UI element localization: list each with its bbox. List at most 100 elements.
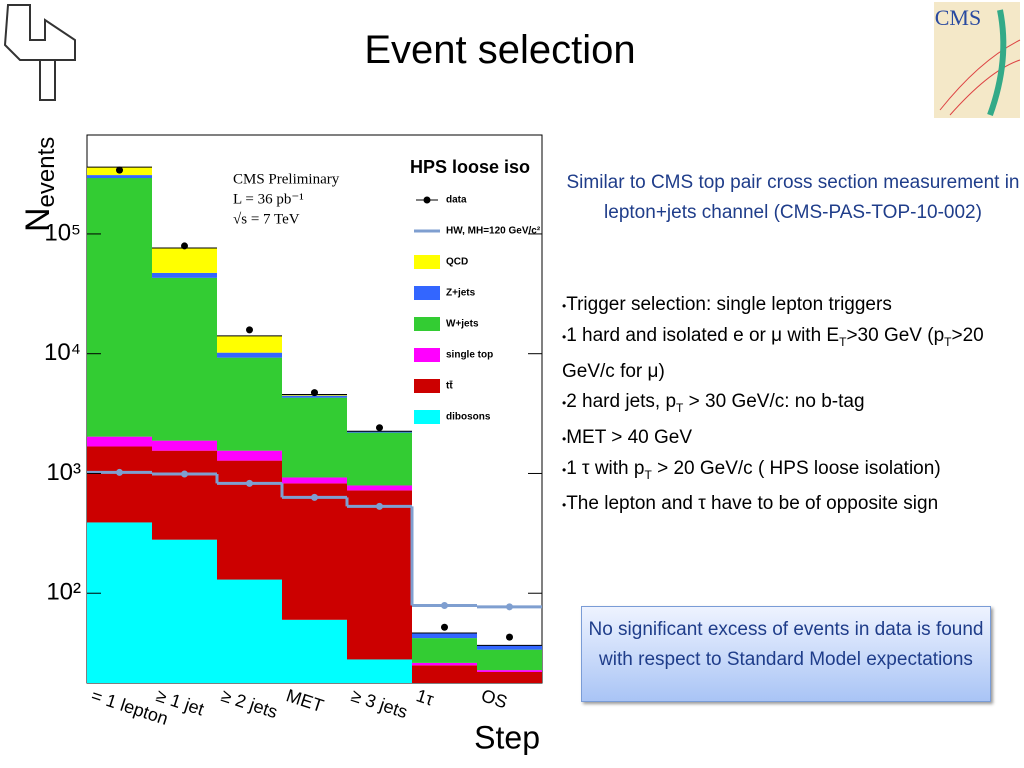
legend-title: HPS loose iso [410, 157, 530, 177]
subscript: T [676, 400, 684, 415]
bar-segment [217, 335, 282, 353]
bullet-text: >20 GeV/c for μ) [562, 325, 984, 382]
signal-point [311, 493, 318, 501]
slide-title: Event selection [364, 28, 636, 72]
x-tick-label: MET [284, 685, 326, 716]
subscript: T [839, 334, 847, 349]
bar-segment [282, 619, 347, 683]
legend-swatch [414, 410, 440, 424]
legend-swatch [414, 379, 440, 393]
data-point [506, 633, 513, 641]
bar-segment [412, 638, 477, 663]
signal-point [181, 470, 188, 478]
y-tick-label: 10³ [46, 459, 81, 486]
y-tick-label: 10⁵ [44, 219, 81, 246]
bullet-text: MET > 40 GeV [566, 426, 693, 448]
subscript: T [944, 334, 952, 349]
bar-segment [217, 357, 282, 451]
data-point [441, 623, 448, 631]
bullet: Trigger selection: single lepton trigger… [562, 290, 1017, 321]
signal-point [116, 468, 123, 476]
y-label-main: N [19, 207, 57, 232]
bar-segment [217, 460, 282, 580]
intro-text: Similar to CMS top pair cross section me… [566, 172, 1020, 223]
data-point [181, 242, 188, 250]
bar-segment [477, 645, 542, 650]
data-point [376, 424, 383, 432]
y-axis-label: Nevents [19, 137, 60, 232]
bar-segment [87, 175, 152, 179]
conclusion-box: No significant excess of events in data … [581, 606, 991, 702]
x-tick-label: ≥ 3 jets [349, 685, 410, 722]
bar-segment [87, 446, 152, 523]
bullet-text: The lepton and τ have to be of opposite … [566, 493, 939, 515]
bar-segment [412, 662, 477, 666]
annotation: L = 36 pb⁻¹ [233, 191, 304, 207]
signal-point [506, 603, 513, 611]
bullet-text: > 20 GeV/c ( HPS loose isolation) [651, 457, 941, 479]
plot-area [87, 166, 542, 683]
data-point [246, 326, 253, 334]
legend-label: HW, MH=120 GeV/c² [446, 226, 541, 237]
bullet: 1 τ with pT > 20 GeV/c ( HPS loose isola… [562, 454, 1017, 490]
legend-swatch [414, 348, 440, 362]
signal-point [376, 502, 383, 510]
bar-segment [477, 649, 542, 671]
x-tick-label: 1τ [414, 685, 436, 709]
bar-segment [152, 440, 217, 451]
bar-segment [152, 450, 217, 540]
bullet-text: Trigger selection: single lepton trigger… [566, 294, 892, 315]
bar-segment [282, 397, 347, 478]
bullet-text: 2 hard jets, p [566, 390, 677, 412]
bar-segment [217, 450, 282, 461]
bar-segment [347, 490, 412, 660]
bar-segment [347, 659, 412, 683]
legend-label: single top [446, 350, 493, 361]
bar-segment [217, 579, 282, 683]
legend-swatch [423, 196, 431, 204]
bar-segment [282, 477, 347, 484]
legend-label: W+jets [446, 319, 479, 330]
bar-segment [87, 522, 152, 683]
x-tick-label: ≥ 2 jets [219, 685, 280, 722]
x-tick-label: OS [479, 685, 510, 712]
bullet: 2 hard jets, pT > 30 GeV/c: no b-tag [562, 387, 1017, 423]
bullet-text: >30 GeV (p [846, 325, 945, 346]
subscript: T [644, 467, 652, 482]
data-point [311, 389, 318, 397]
legend-swatch [414, 286, 440, 300]
bar-segment [152, 277, 217, 441]
bar-segment [412, 665, 477, 683]
y-tick-label: 10² [46, 579, 81, 606]
left-logo [3, 4, 76, 101]
y-label-sub: events [33, 137, 60, 208]
legend-label: Z+jets [446, 288, 476, 299]
bar-segment [347, 432, 412, 486]
bar-segment [282, 395, 347, 398]
bar-segment [347, 431, 412, 433]
signal-point [441, 601, 448, 609]
bar-segment [412, 632, 477, 639]
legend-label: QCD [446, 257, 468, 268]
bar-segment [87, 178, 152, 437]
bullet: MET > 40 GeV [562, 423, 1017, 454]
bar-segment [152, 272, 217, 278]
signal-point [246, 479, 253, 487]
bar-segment [477, 671, 542, 683]
logo-text: CMS [935, 5, 981, 30]
legend-swatch [414, 317, 440, 331]
bullet: The lepton and τ have to be of opposite … [562, 489, 1017, 520]
bullet: 1 hard and isolated e or μ with ET>30 Ge… [562, 321, 1017, 387]
cms-logo: CMS [934, 2, 1021, 118]
bar-segment [217, 352, 282, 358]
annotation: CMS Preliminary [233, 171, 340, 187]
bar-segment [87, 436, 152, 447]
bar-segment [152, 247, 217, 273]
bullet-list: Trigger selection: single lepton trigger… [562, 290, 1017, 520]
bar-segment [477, 670, 542, 672]
data-point [116, 166, 123, 174]
x-axis-label: Step [474, 719, 540, 755]
bullet-text: > 30 GeV/c: no b-tag [683, 390, 865, 412]
